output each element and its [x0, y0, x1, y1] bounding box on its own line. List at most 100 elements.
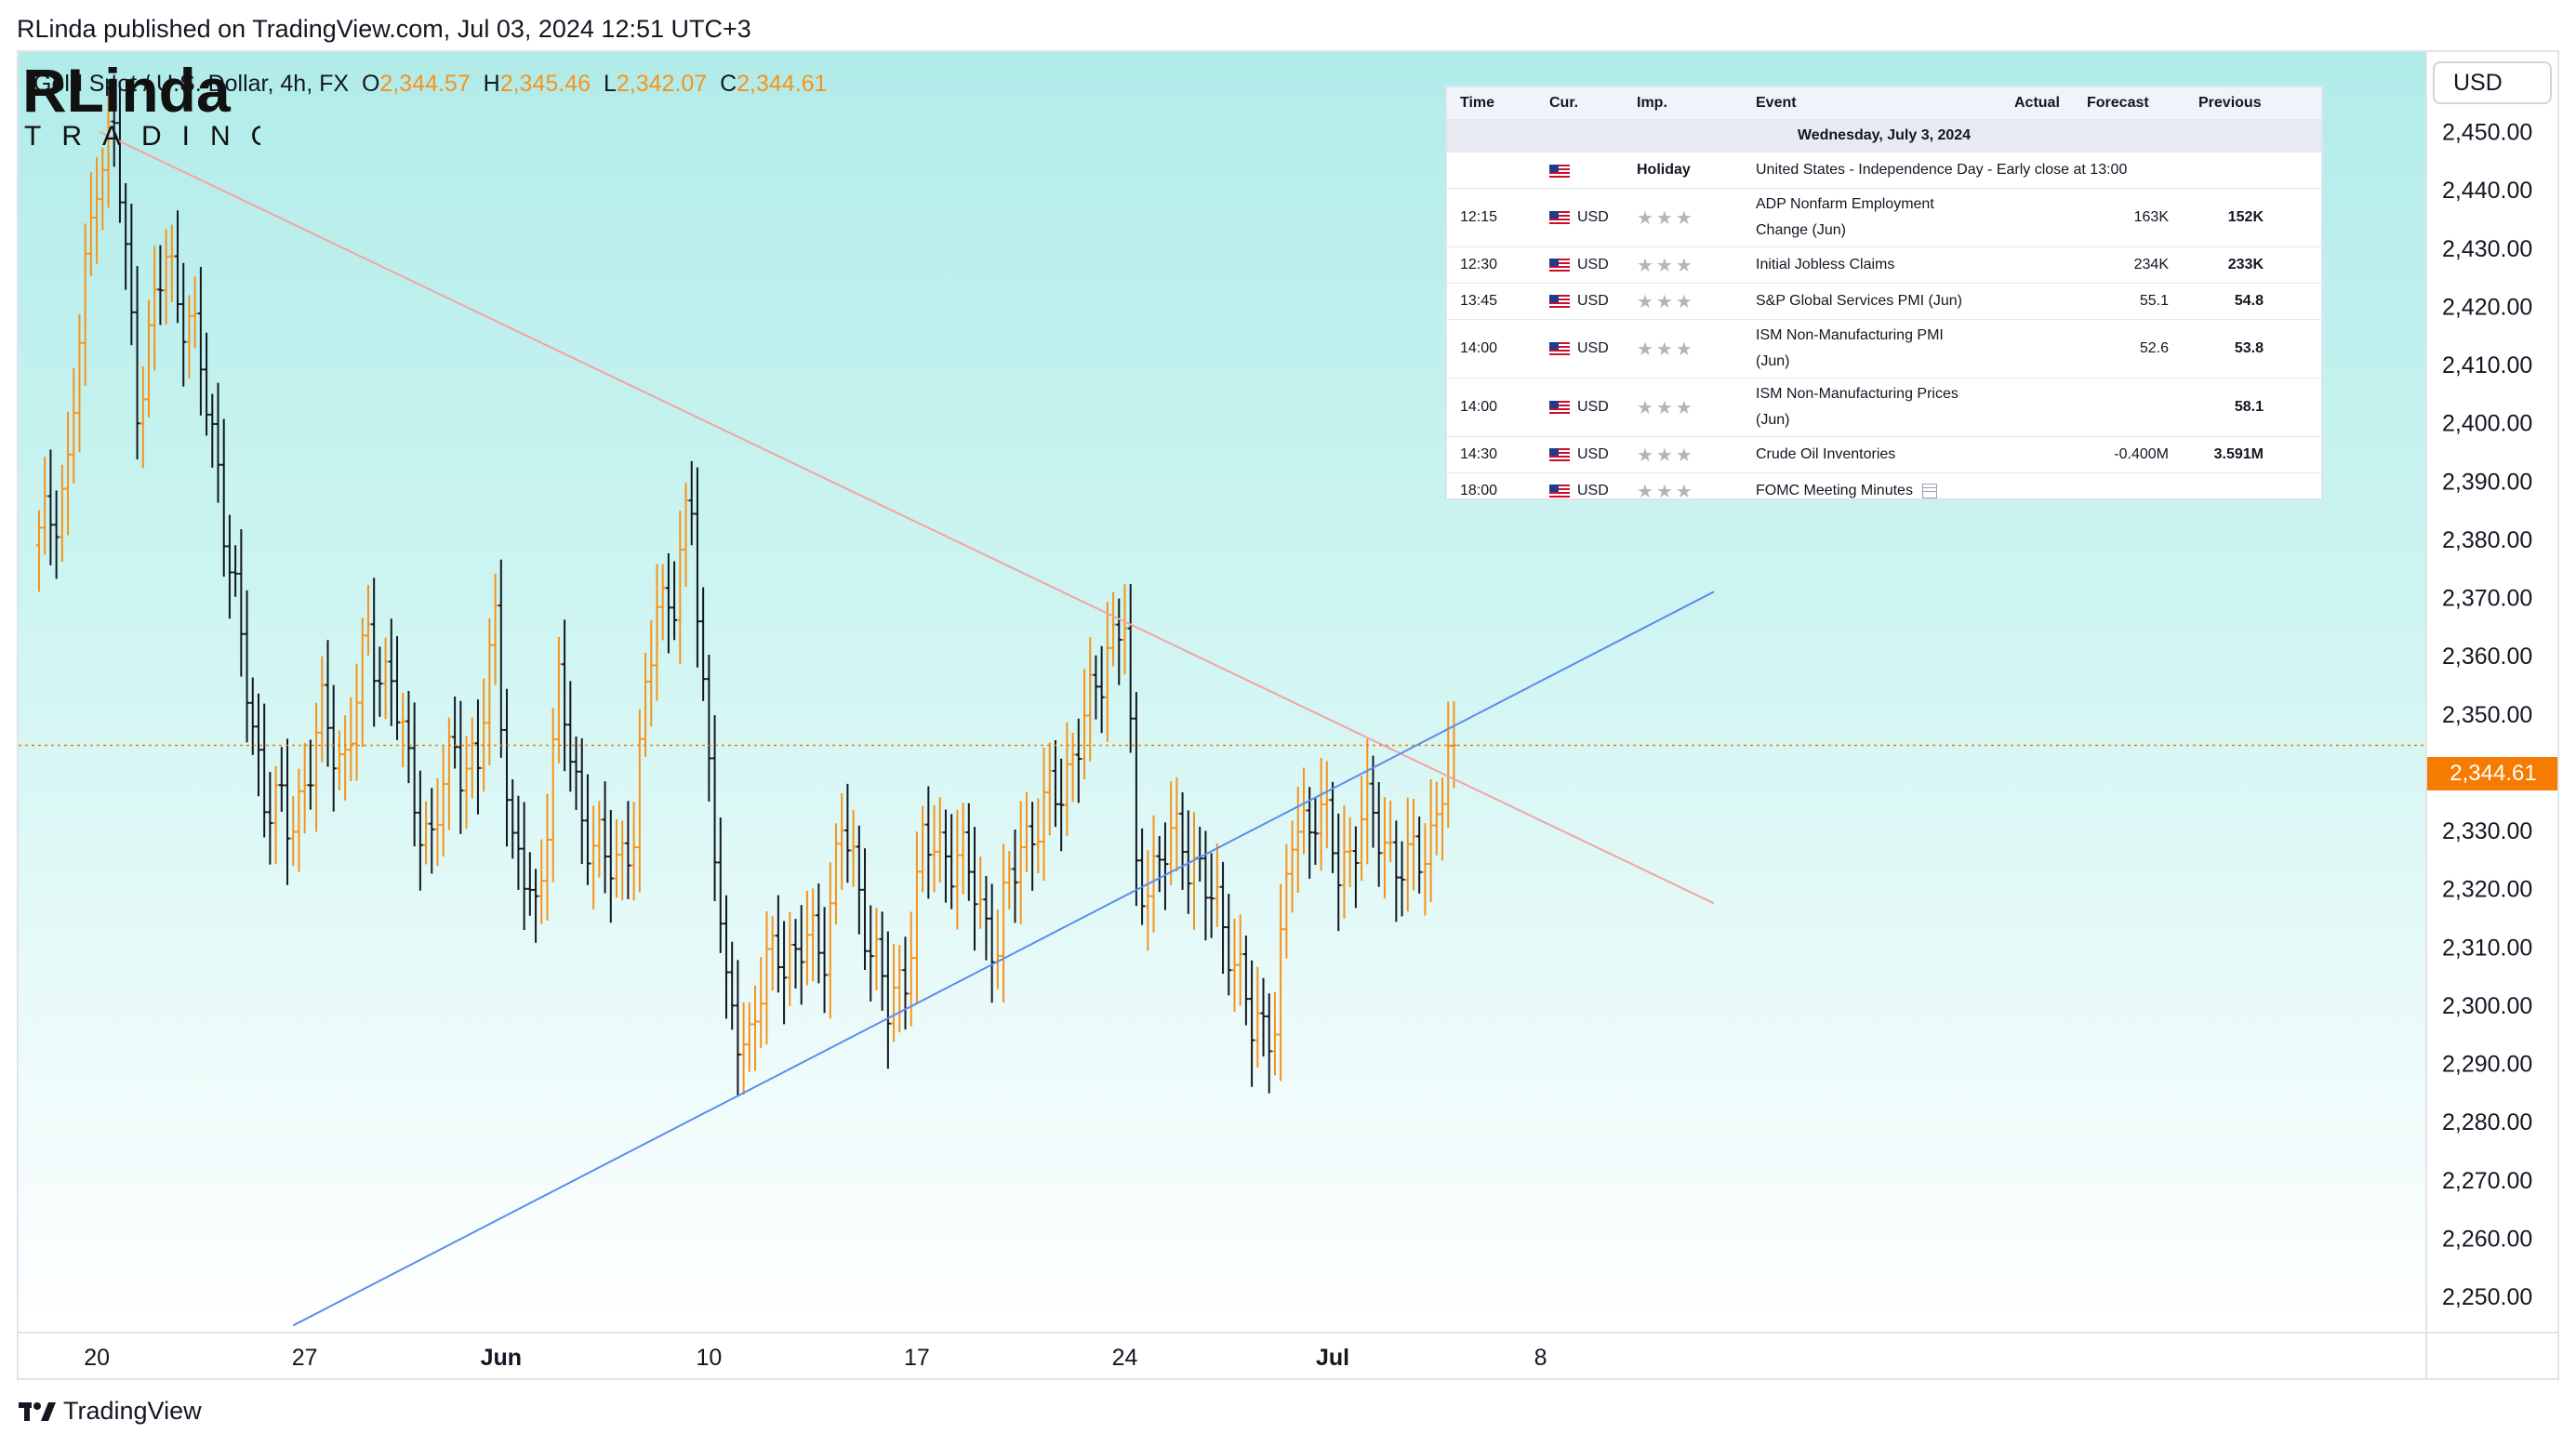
calendar-event-row[interactable]: 14:00 USD ★★★ ISM Non-Manufacturing PMI (Jun… — [1447, 320, 2321, 378]
ohlc-bar — [1352, 826, 1359, 909]
ohlc-bar — [65, 411, 72, 536]
ohlc-bar — [1139, 828, 1146, 925]
ohlc-bar — [1017, 801, 1024, 924]
calendar-event-row[interactable]: 13:45 USD ★★★ S&P Global Services PMI (Jun)… — [1447, 284, 2321, 320]
event-previous: 233K — [2227, 257, 2264, 272]
holiday-label: Holiday — [1637, 162, 1691, 178]
ohlc-bar — [290, 796, 297, 867]
close-label: C — [720, 71, 737, 97]
ohlc-bar — [209, 393, 216, 468]
ohlc-bar — [625, 801, 631, 899]
ohlc-bar — [1341, 805, 1348, 919]
ohlc-bar — [481, 678, 487, 792]
ohlc-bar — [87, 172, 94, 277]
ohlc-bar — [884, 931, 891, 1069]
ohlc-bar — [1087, 637, 1094, 762]
ohlc-bar — [856, 825, 862, 935]
time-tick: 8 — [1534, 1345, 1547, 1371]
calendar-event-row[interactable]: 14:30 USD ★★★ Crude Oil Inventories -0.400M 3… — [1447, 437, 2321, 473]
symbol-label[interactable]: Gold Spot / U.S. Dollar, 4h, FX — [33, 71, 350, 97]
ohlc-bar — [1046, 742, 1053, 836]
ohlc-bar — [533, 869, 539, 943]
ohlc-bar — [123, 183, 129, 290]
us-flag-icon — [1549, 295, 1570, 308]
ohlc-bar — [1006, 851, 1013, 909]
ohlc-bar — [249, 677, 256, 755]
ohlc-bar — [1330, 781, 1336, 873]
ohlc-bar — [1440, 777, 1446, 861]
ohlc-bar — [555, 636, 562, 763]
price-tick: 2,370.00 — [2442, 586, 2532, 612]
ohlc-bar — [1370, 755, 1376, 848]
ohlc-bar — [550, 708, 556, 883]
header-importance: Imp. — [1637, 95, 1667, 111]
ohlc-bar — [1255, 966, 1261, 1068]
ohlc-bar — [1069, 733, 1076, 803]
ohlc-bar — [359, 617, 365, 748]
time-axis[interactable]: 20 27 Jun 10 17 24 Jul 8 — [19, 1332, 2425, 1378]
price-tick: 2,380.00 — [2442, 527, 2532, 553]
calendar-event-row[interactable]: 12:30 USD ★★★ Initial Jobless Claims 234K 233… — [1447, 247, 2321, 284]
ohlc-bar — [1393, 820, 1400, 923]
us-flag-icon — [1549, 165, 1570, 178]
price-chart-svg[interactable] — [19, 52, 2425, 1332]
price-tick: 2,430.00 — [2442, 236, 2532, 262]
calendar-header-row: Time Cur. Imp. Event Actual Forecast Pre… — [1447, 87, 2321, 120]
price-axis[interactable]: 2,460.002,450.002,440.002,430.002,420.00… — [2425, 52, 2557, 1332]
ohlc-bar — [1075, 718, 1082, 803]
ohlc-bar — [1381, 797, 1388, 899]
ohlc-bar — [544, 793, 551, 921]
ohlc-bar — [1220, 861, 1227, 975]
price-axis-svg: 2,460.002,450.002,440.002,430.002,420.00… — [2442, 61, 2532, 1310]
ohlc-bar — [949, 814, 955, 909]
tradingview-brand[interactable]: TradingView — [63, 1397, 202, 1425]
event-forecast: -0.400M — [2114, 446, 2169, 462]
ohlc-bar — [671, 561, 678, 641]
ohlc-bar — [573, 736, 579, 810]
price-tick: 2,350.00 — [2442, 702, 2532, 728]
calendar-event-row[interactable]: 12:15 USD ★★★ ADP Nonfarm Employment Change … — [1447, 189, 2321, 247]
ohlc-bar — [36, 510, 42, 592]
plot-area[interactable]: Gold Spot / U.S. Dollar, 4h, FX O2,344.5… — [19, 52, 2425, 1332]
high-label: H — [483, 71, 500, 97]
event-currency: USD — [1577, 293, 1609, 309]
ohlc-bar — [296, 768, 302, 872]
header-actual: Actual — [2014, 95, 2060, 111]
support-trendline[interactable] — [292, 591, 1715, 1327]
ohlc-bar — [1323, 761, 1330, 849]
ohlc-bar — [839, 792, 845, 890]
currency-selector[interactable]: USD — [2433, 61, 2552, 104]
footer: TradingView — [19, 1397, 202, 1426]
event-time: 14:00 — [1460, 340, 1498, 356]
ohlc-bar — [76, 314, 83, 453]
importance-stars-icon: ★★★ — [1637, 256, 1695, 276]
calendar-event-row[interactable]: 14:00 USD ★★★ ISM Non-Manufacturing Prices (… — [1447, 378, 2321, 437]
ohlc-bar — [521, 802, 527, 931]
ohlc-bar — [729, 941, 736, 1030]
ohlc-bar — [1237, 914, 1243, 1006]
holiday-row: Holiday United States - Independence Day… — [1447, 153, 2321, 189]
event-currency: USD — [1577, 446, 1609, 462]
price-tick: 2,360.00 — [2442, 644, 2532, 670]
event-previous: 152K — [2227, 209, 2264, 225]
time-axis-svg: 20 27 Jun 10 17 24 Jul 8 — [84, 1345, 1547, 1371]
ohlc-bar — [584, 774, 591, 885]
ohlc-legend: Gold Spot / U.S. Dollar, 4h, FX O2,344.5… — [33, 71, 827, 98]
ohlc-bar — [267, 772, 273, 865]
ohlc-bar — [152, 246, 158, 371]
ohlc-bar — [1052, 740, 1058, 828]
ohlc-bar — [619, 820, 626, 901]
ohlc-bar — [1410, 798, 1416, 891]
ohlc-bar — [965, 803, 972, 901]
ohlc-bar — [602, 781, 608, 894]
document-icon[interactable] — [1921, 483, 1937, 498]
chart-container[interactable]: Gold Spot / U.S. Dollar, 4h, FX O2,344.5… — [17, 50, 2559, 1380]
ohlc-bar — [891, 944, 897, 1042]
ohlc-bar — [896, 945, 903, 1033]
ohlc-bar — [1416, 816, 1423, 894]
ohlc-bar — [1145, 850, 1151, 951]
calendar-event-row[interactable]: 18:00 USD ★★★ FOMC Meeting Minutes — [1447, 473, 2321, 510]
rlinda-trading-logo: RLinda TRADING — [22, 56, 260, 152]
resistance-trendline[interactable] — [99, 130, 1715, 905]
ohlc-bar — [285, 738, 291, 885]
